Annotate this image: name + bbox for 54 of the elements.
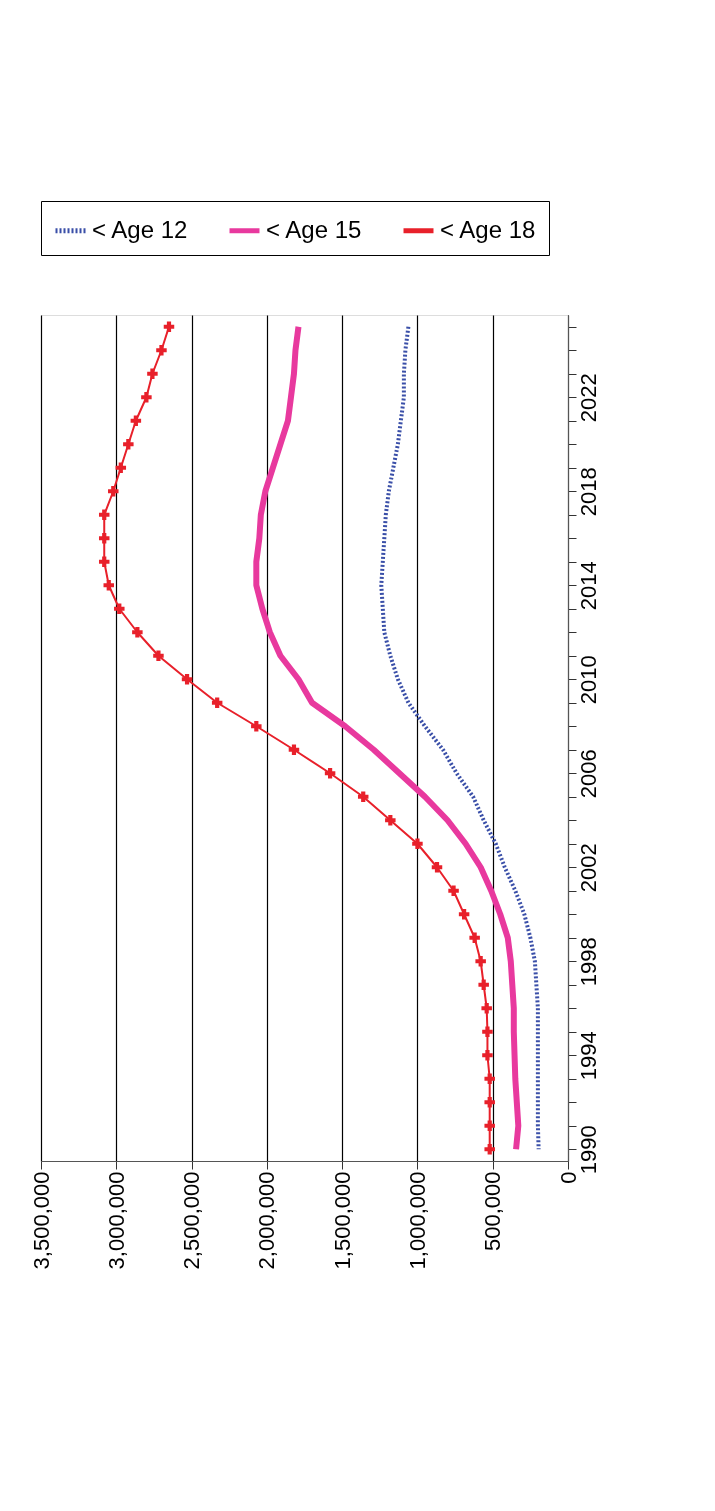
point xyxy=(412,838,423,849)
point xyxy=(484,1073,495,1084)
point xyxy=(481,1003,492,1014)
point xyxy=(484,1120,495,1131)
x-tick-label: 3,000,000 xyxy=(103,1171,129,1270)
point xyxy=(99,556,110,567)
point xyxy=(288,744,300,755)
legend-label: < Age 18 xyxy=(440,215,536,243)
point xyxy=(475,956,486,967)
point xyxy=(469,932,480,943)
point xyxy=(153,650,164,661)
point xyxy=(324,768,336,779)
y-tick-label: 2022 xyxy=(575,373,601,423)
point xyxy=(108,486,119,497)
point xyxy=(99,509,110,520)
point xyxy=(156,345,167,356)
point xyxy=(123,439,134,450)
y-tick-label: 2010 xyxy=(575,655,601,705)
x-tick-label: 2,500,000 xyxy=(179,1171,205,1270)
point xyxy=(147,368,158,379)
y-tick-label: 2018 xyxy=(575,467,601,517)
point xyxy=(431,862,443,873)
x-tick-label: 1,000,000 xyxy=(404,1171,430,1270)
point xyxy=(103,580,114,591)
y-tick-label: 2002 xyxy=(575,843,601,893)
point xyxy=(482,1050,493,1061)
point xyxy=(163,321,175,332)
point xyxy=(251,721,262,732)
x-tick-label: 3,500,000 xyxy=(28,1171,54,1270)
legend-label: < Age 15 xyxy=(266,215,362,243)
point xyxy=(115,462,127,473)
y-tick-label: 1994 xyxy=(575,1031,601,1081)
point xyxy=(211,697,223,708)
legend-label: < Age 12 xyxy=(92,215,188,243)
point xyxy=(484,1097,495,1108)
point xyxy=(357,791,369,802)
point xyxy=(458,909,470,920)
point xyxy=(99,533,110,544)
point xyxy=(141,392,152,403)
y-tick-label: 2014 xyxy=(575,561,601,611)
point xyxy=(130,415,142,426)
point xyxy=(448,885,459,896)
point xyxy=(484,1144,495,1155)
x-tick-label: 1,500,000 xyxy=(329,1171,355,1270)
point xyxy=(478,979,489,990)
point xyxy=(181,674,193,685)
x-tick-label: 500,000 xyxy=(480,1171,506,1252)
point xyxy=(132,627,143,638)
point xyxy=(385,815,396,826)
y-tick-label: 2006 xyxy=(575,749,601,799)
point xyxy=(114,603,125,614)
y-tick-label: 1998 xyxy=(575,937,601,987)
point xyxy=(482,1026,493,1037)
x-tick-label: 2,000,000 xyxy=(254,1171,280,1270)
